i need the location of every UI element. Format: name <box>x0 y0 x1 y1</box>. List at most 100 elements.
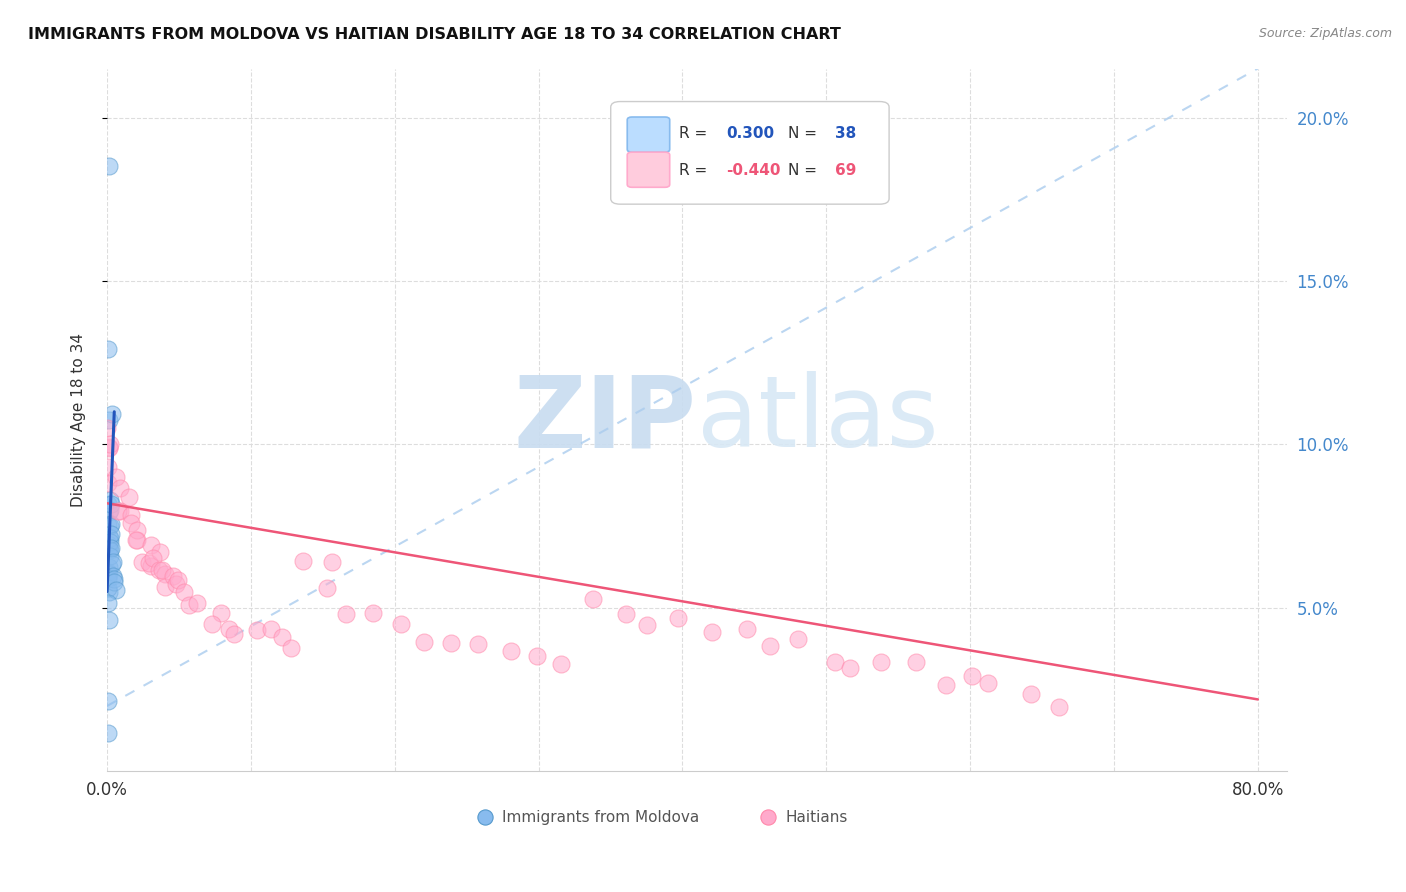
Point <box>127 533 149 547</box>
Point <box>98 535 121 549</box>
Point <box>335 607 357 621</box>
Point <box>108 504 131 518</box>
Point <box>97 613 120 627</box>
Point <box>97 694 120 708</box>
Point <box>666 610 689 624</box>
Point <box>636 618 658 632</box>
Point <box>97 160 120 174</box>
Text: Source: ZipAtlas.com: Source: ZipAtlas.com <box>1258 27 1392 40</box>
Point <box>162 568 184 582</box>
Point <box>97 459 120 474</box>
Point <box>100 527 122 541</box>
Point <box>97 413 120 427</box>
FancyBboxPatch shape <box>627 153 669 187</box>
Point <box>97 537 120 551</box>
Point <box>960 669 983 683</box>
Point <box>501 643 523 657</box>
Point <box>105 469 128 483</box>
Point <box>786 632 808 646</box>
Point <box>103 572 125 586</box>
Point <box>97 567 120 582</box>
Point <box>97 572 120 586</box>
Point <box>98 531 121 545</box>
Point <box>104 582 127 597</box>
Point <box>118 490 141 504</box>
Point <box>869 655 891 669</box>
Point <box>259 622 281 636</box>
Point <box>98 541 121 556</box>
Point <box>97 566 120 580</box>
Text: 38: 38 <box>835 127 856 141</box>
Point <box>97 596 120 610</box>
Point <box>138 556 160 570</box>
Point <box>291 554 314 568</box>
Point <box>440 635 463 649</box>
Point <box>100 541 122 556</box>
Point <box>96 421 118 435</box>
Point <box>107 504 129 518</box>
Point <box>98 549 121 563</box>
Point <box>97 475 120 490</box>
Point <box>97 342 120 356</box>
Point <box>97 560 120 574</box>
Text: Haitians: Haitians <box>786 810 848 824</box>
Point <box>100 407 122 421</box>
Point <box>103 575 125 590</box>
Text: atlas: atlas <box>697 371 938 468</box>
Point <box>758 639 780 653</box>
Point <box>101 555 124 569</box>
Point <box>222 627 245 641</box>
Point <box>150 563 173 577</box>
Point <box>270 631 292 645</box>
Point <box>108 481 131 495</box>
Text: Immigrants from Moldova: Immigrants from Moldova <box>502 810 699 824</box>
Point <box>167 573 190 587</box>
Point <box>976 676 998 690</box>
Point <box>201 616 224 631</box>
Point <box>149 545 172 559</box>
Point <box>700 624 723 639</box>
Text: N =: N = <box>787 127 817 141</box>
Point <box>173 585 195 599</box>
Point <box>186 596 208 610</box>
Point <box>120 516 142 531</box>
Text: R =: R = <box>679 163 707 178</box>
Point <box>155 580 177 594</box>
Point <box>97 542 120 557</box>
Point <box>316 581 339 595</box>
Text: N =: N = <box>787 163 817 178</box>
Text: 69: 69 <box>835 163 856 178</box>
Point <box>97 530 120 544</box>
Point <box>526 649 548 664</box>
Point <box>905 655 928 669</box>
Y-axis label: Disability Age 18 to 34: Disability Age 18 to 34 <box>72 333 86 507</box>
Point <box>839 661 862 675</box>
Point <box>97 585 120 599</box>
Text: -0.440: -0.440 <box>727 163 780 178</box>
Point <box>1019 687 1042 701</box>
Point <box>139 538 162 552</box>
Point <box>97 497 120 511</box>
Point <box>97 581 120 595</box>
Point <box>550 657 572 672</box>
Point <box>131 555 153 569</box>
Point <box>98 503 121 517</box>
Point <box>218 622 240 636</box>
Point <box>321 555 343 569</box>
Text: IMMIGRANTS FROM MOLDOVA VS HAITIAN DISABILITY AGE 18 TO 34 CORRELATION CHART: IMMIGRANTS FROM MOLDOVA VS HAITIAN DISAB… <box>28 27 841 42</box>
Point <box>389 616 412 631</box>
Point <box>582 591 605 606</box>
Point <box>125 523 148 537</box>
Point <box>177 598 200 612</box>
Point <box>101 557 124 571</box>
Point <box>97 442 120 456</box>
Point <box>101 568 124 582</box>
Point <box>824 655 846 669</box>
Point <box>165 576 187 591</box>
Text: ZIP: ZIP <box>515 371 697 468</box>
Text: R =: R = <box>679 127 707 141</box>
Text: 0.300: 0.300 <box>727 127 775 141</box>
Point <box>100 516 122 531</box>
Point <box>935 678 957 692</box>
Point <box>98 437 121 451</box>
